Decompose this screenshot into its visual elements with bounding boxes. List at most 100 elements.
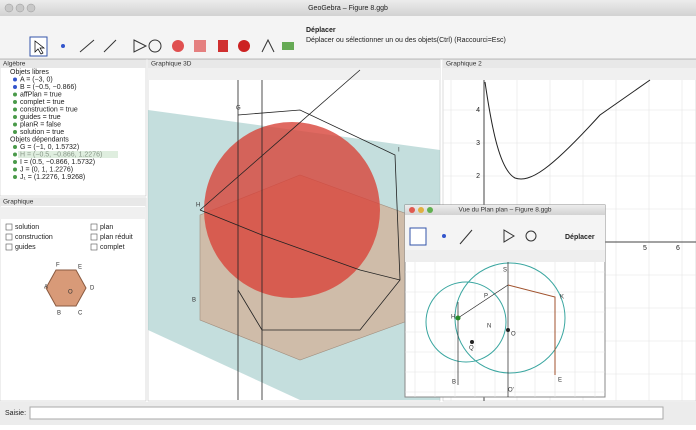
checkbox[interactable]: [90, 223, 98, 231]
point-label: A: [44, 285, 48, 291]
point-label: I: [398, 148, 400, 154]
point-label: K: [560, 295, 564, 301]
tool-line[interactable]: [459, 229, 473, 245]
algebra-item: guides = true: [20, 114, 61, 121]
point-label: H: [196, 203, 200, 209]
panel-title: Graphique 2: [446, 61, 482, 68]
zoom-button[interactable]: [26, 3, 36, 13]
checkbox[interactable]: [5, 243, 13, 251]
panel-title: Graphique 3D: [151, 61, 192, 68]
tool-sphere[interactable]: [172, 40, 184, 52]
tool-point[interactable]: [61, 44, 65, 48]
tool-plane[interactable]: [194, 40, 206, 52]
tool-polygon[interactable]: [503, 229, 515, 243]
bullet: [13, 92, 17, 97]
bullet: [13, 152, 17, 157]
point-label: D: [90, 286, 95, 292]
tool-point[interactable]: [442, 234, 446, 238]
tool-perp[interactable]: [103, 39, 117, 53]
brown-line: [507, 284, 556, 375]
style-bar: [0, 207, 146, 219]
toolbar: [0, 16, 696, 59]
point: [470, 340, 474, 344]
window-title: GeoGebra – Figure 8.ggb: [308, 5, 388, 12]
hexagon: [45, 269, 87, 307]
point-label: O': [508, 388, 514, 394]
algebra-item: I = (0.5, −0.866, 1.5732): [20, 159, 95, 166]
algebra-item: affPlan = true: [20, 91, 62, 98]
bullet: [13, 175, 17, 179]
point: [455, 315, 461, 321]
checkbox[interactable]: [90, 243, 98, 251]
tick-label: 6: [676, 245, 680, 252]
section-header: Objets libres: [10, 69, 49, 76]
algebra-item: A = (−3, 0): [20, 76, 53, 83]
panel-title: Algèbre: [3, 61, 26, 68]
algebra-item: J₁ = (1.2276, 1.9268): [20, 174, 85, 181]
bullet: [13, 167, 17, 172]
algebra-item: G = (−1, 0, 1.5732): [20, 144, 79, 151]
checkbox[interactable]: [90, 233, 98, 241]
title-bar: [0, 0, 696, 16]
close-button[interactable]: [409, 207, 415, 213]
style-bar: [148, 68, 440, 80]
hexagon-labels: A B C D E F O: [44, 263, 95, 317]
tool-view[interactable]: [282, 42, 294, 50]
checkbox-label: plan réduit: [100, 234, 133, 241]
point-label: B: [452, 380, 456, 386]
tool-circle[interactable]: [525, 230, 537, 242]
algebra-item: planR = false: [20, 121, 61, 128]
algebra-item: complet = true: [20, 99, 65, 106]
tool-name: Déplacer: [306, 27, 336, 34]
selection: [18, 151, 118, 158]
point-label: N: [487, 324, 491, 330]
input-field[interactable]: [29, 406, 664, 420]
bullet: [13, 85, 17, 89]
tick-label: 2: [476, 173, 480, 180]
checkbox-label: complet: [100, 244, 125, 251]
checkbox-list: solution plan construction plan réduit guide…: [5, 223, 133, 251]
tick-label: 5: [643, 245, 647, 252]
cursor-icon: [34, 40, 46, 55]
checkbox[interactable]: [5, 223, 13, 231]
tool-sphere2[interactable]: [238, 40, 250, 52]
line: [199, 69, 361, 211]
checkbox-label: construction: [15, 234, 53, 241]
bullet: [13, 77, 17, 82]
point-label: P: [484, 294, 488, 300]
minimize-button[interactable]: [15, 3, 25, 13]
point-label: H: [451, 315, 455, 321]
tool-polygon[interactable]: [133, 39, 148, 53]
title-bar: [405, 205, 605, 215]
polyline: [199, 209, 401, 281]
algebra-item: solution = true: [20, 129, 64, 136]
bullet: [13, 115, 17, 119]
checkbox-label: solution: [15, 224, 39, 231]
point-labels: S P K H N O Q B E O': [451, 268, 564, 394]
tool-prism[interactable]: [218, 40, 228, 52]
point-label: Q: [469, 346, 474, 352]
point-label: S: [503, 268, 507, 274]
panel-header: [443, 60, 696, 68]
panel-title: Graphique: [3, 199, 34, 206]
checkbox[interactable]: [5, 233, 13, 241]
point-label: O: [68, 290, 73, 296]
tool-rotate[interactable]: [261, 38, 275, 53]
bullet: [13, 160, 17, 164]
tool-name: Déplacer: [565, 234, 595, 241]
input-label: Saisie:: [5, 410, 26, 417]
close-button[interactable]: [4, 3, 14, 13]
3d-labels: G H I B: [192, 106, 400, 304]
minimize-button[interactable]: [418, 207, 424, 213]
zoom-button[interactable]: [427, 207, 433, 213]
line: [457, 284, 509, 319]
tool-line[interactable]: [79, 39, 95, 53]
tool-icons: [29, 36, 294, 57]
tool-move[interactable]: [409, 227, 427, 246]
point: [506, 328, 510, 332]
algebra-item: construction = true: [20, 106, 78, 113]
tool-circle[interactable]: [148, 39, 162, 53]
